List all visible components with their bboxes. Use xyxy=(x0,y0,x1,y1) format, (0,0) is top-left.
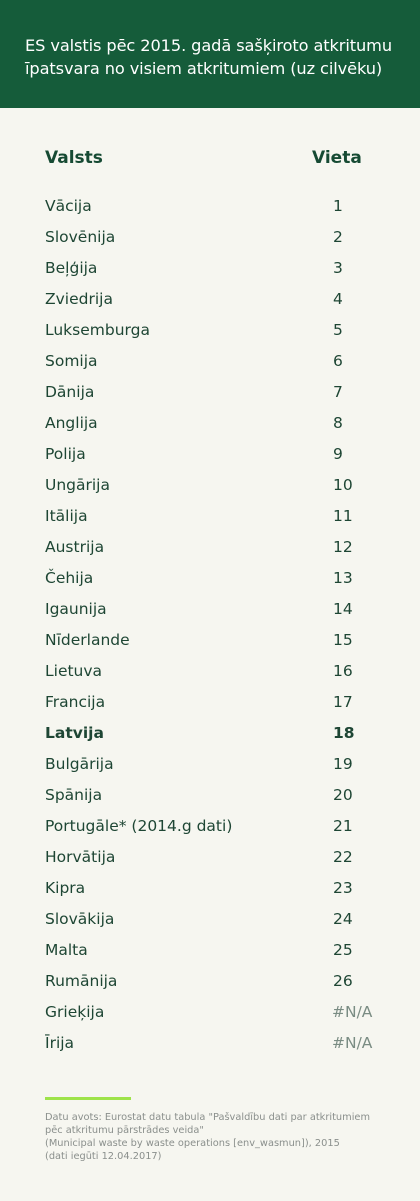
rank-value: 14 xyxy=(333,600,353,618)
country-name: Nīderlande xyxy=(45,631,130,649)
country-name: Somija xyxy=(45,352,98,370)
rank-value: 1 xyxy=(333,197,343,215)
page-title: ES valstis pēc 2015. gadā sašķiroto atkr… xyxy=(25,34,400,80)
rank-value: 18 xyxy=(333,724,355,742)
country-name: Horvātija xyxy=(45,848,116,866)
rank-value: 26 xyxy=(333,972,353,990)
country-name: Zviedrija xyxy=(45,290,113,308)
table-row: Beļģija 3 xyxy=(0,259,420,290)
table-row: Nīderlande 15 xyxy=(0,631,420,662)
table-row: Rumānija 26 xyxy=(0,972,420,1003)
rank-value: 5 xyxy=(333,321,343,339)
column-header-country: Valsts xyxy=(45,148,103,168)
country-name: Ungārija xyxy=(45,476,110,494)
rank-value: 4 xyxy=(333,290,343,308)
rank-value: 7 xyxy=(333,383,343,401)
rank-value: 2 xyxy=(333,228,343,246)
country-name: Lietuva xyxy=(45,662,103,680)
table-row: Igaunija 14 xyxy=(0,600,420,631)
table-row: Somija 6 xyxy=(0,352,420,383)
country-name: Kipra xyxy=(45,879,86,897)
table-row: Ungārija 10 xyxy=(0,476,420,507)
country-name: Rumānija xyxy=(45,972,118,990)
table-row: Portugāle* (2014.g dati) 21 xyxy=(0,817,420,848)
title-line-2: īpatsvara no visiem atkritumiem (uz cilv… xyxy=(25,59,383,78)
rank-value: 22 xyxy=(333,848,353,866)
table-row: Horvātija 22 xyxy=(0,848,420,879)
table-row: Luksemburga 5 xyxy=(0,321,420,352)
country-name: Čehija xyxy=(45,569,94,587)
ranking-table: Valsts Vieta Vācija 1 Slovēnija 2 Beļģija 3 Zv… xyxy=(0,148,420,1065)
footnote-line: pēc atkritumu pārstrādes veida" xyxy=(45,1125,204,1136)
table-row: Lietuva 16 xyxy=(0,662,420,693)
rank-value: 12 xyxy=(333,538,353,556)
footnote-line: (dati iegūti 12.04.2017) xyxy=(45,1151,162,1162)
table-row: Kipra 23 xyxy=(0,879,420,910)
table-row: Itālija 11 xyxy=(0,507,420,538)
table-row: Vācija 1 xyxy=(0,197,420,228)
table-row: Slovākija 24 xyxy=(0,910,420,941)
country-name: Latvija xyxy=(45,724,104,742)
country-name: Beļģija xyxy=(45,259,98,277)
rank-value: 15 xyxy=(333,631,353,649)
country-name: Slovākija xyxy=(45,910,115,928)
country-name: Malta xyxy=(45,941,88,959)
footnote-line: Datu avots: Eurostat datu tabula "Pašval… xyxy=(45,1112,370,1123)
table-row: Īrija #N/A xyxy=(0,1034,420,1065)
table-body: Vācija 1 Slovēnija 2 Beļģija 3 Zviedrija 4 Lukse… xyxy=(0,197,420,1065)
rank-value: 17 xyxy=(333,693,353,711)
country-name: Portugāle* (2014.g dati) xyxy=(45,817,233,835)
table-row: Slovēnija 2 xyxy=(0,228,420,259)
rank-value: 16 xyxy=(333,662,353,680)
page-header: ES valstis pēc 2015. gadā sašķiroto atkr… xyxy=(0,0,420,108)
country-name: Slovēnija xyxy=(45,228,116,246)
table-row: Anglija 8 xyxy=(0,414,420,445)
country-name: Luksemburga xyxy=(45,321,150,339)
rank-value: 11 xyxy=(333,507,353,525)
title-line-1: ES valstis pēc 2015. gadā sašķiroto atkr… xyxy=(25,36,392,55)
table-row: Dānija 7 xyxy=(0,383,420,414)
table-row: Spānija 20 xyxy=(0,786,420,817)
rank-value: 8 xyxy=(333,414,343,432)
country-name: Grieķija xyxy=(45,1003,105,1021)
country-name: Anglija xyxy=(45,414,98,432)
rank-value: 3 xyxy=(333,259,343,277)
table-row: Latvija 18 xyxy=(0,724,420,755)
source-footnote: Datu avots: Eurostat datu tabula "Pašval… xyxy=(45,1111,390,1163)
table-row: Polija 9 xyxy=(0,445,420,476)
table-row: Austrija 12 xyxy=(0,538,420,569)
country-name: Dānija xyxy=(45,383,95,401)
rank-value: 13 xyxy=(333,569,353,587)
table-header: Valsts Vieta xyxy=(0,148,420,188)
country-name: Francija xyxy=(45,693,106,711)
rank-value: 19 xyxy=(333,755,353,773)
country-name: Itālija xyxy=(45,507,88,525)
rank-value: #N/A xyxy=(332,1034,373,1052)
country-name: Polija xyxy=(45,445,86,463)
table-row: Francija 17 xyxy=(0,693,420,724)
country-name: Bulgārija xyxy=(45,755,114,773)
table-row: Malta 25 xyxy=(0,941,420,972)
rank-value: 25 xyxy=(333,941,353,959)
column-header-rank: Vieta xyxy=(312,148,362,168)
country-name: Spānija xyxy=(45,786,103,804)
table-row: Grieķija #N/A xyxy=(0,1003,420,1034)
rank-value: 23 xyxy=(333,879,353,897)
table-row: Bulgārija 19 xyxy=(0,755,420,786)
country-name: Īrija xyxy=(45,1034,75,1052)
rank-value: #N/A xyxy=(332,1003,373,1021)
footnote-line: (Municipal waste by waste operations [en… xyxy=(45,1138,340,1149)
rank-value: 20 xyxy=(333,786,353,804)
country-name: Igaunija xyxy=(45,600,107,618)
rank-value: 9 xyxy=(333,445,343,463)
table-row: Zviedrija 4 xyxy=(0,290,420,321)
rank-value: 24 xyxy=(333,910,353,928)
rank-value: 6 xyxy=(333,352,343,370)
country-name: Vācija xyxy=(45,197,92,215)
rank-value: 10 xyxy=(333,476,353,494)
footnote-divider xyxy=(45,1097,131,1100)
table-row: Čehija 13 xyxy=(0,569,420,600)
country-name: Austrija xyxy=(45,538,105,556)
rank-value: 21 xyxy=(333,817,353,835)
